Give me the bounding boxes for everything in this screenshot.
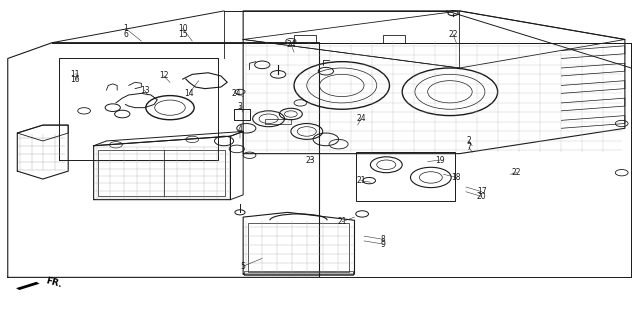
Text: 3: 3 [238,101,242,111]
Text: 23: 23 [305,156,315,164]
Text: 11: 11 [70,70,79,79]
Bar [265,119,291,124]
Text: 21: 21 [356,176,366,185]
Text: 10: 10 [178,24,187,33]
Text: 1: 1 [123,24,128,33]
Text: 22: 22 [449,30,458,39]
Bar [234,109,249,120]
Text: 17: 17 [477,187,486,196]
Text: 21: 21 [337,217,346,226]
Text: 2: 2 [466,136,472,146]
Text: 15: 15 [178,30,187,39]
Text: 8: 8 [381,235,385,244]
Text: 9: 9 [381,240,385,249]
Text: 16: 16 [70,75,79,84]
Text: 14: 14 [184,89,194,98]
Text: 5: 5 [241,262,245,271]
Text: 7: 7 [466,143,472,152]
Bar [383,35,405,43]
Text: 22: 22 [512,168,521,177]
Text: 19: 19 [436,156,445,164]
Bar [245,271,353,275]
Text: 12: 12 [159,71,168,80]
Bar [294,35,316,43]
Bar [357,152,455,201]
Bar [247,223,350,272]
Text: 4: 4 [238,125,242,134]
Text: FR.: FR. [45,276,63,289]
Bar [98,149,226,196]
Text: 20: 20 [477,192,486,201]
Text: 24: 24 [286,40,296,49]
Text: 6: 6 [123,30,128,39]
Text: 24: 24 [356,114,366,123]
Polygon shape [16,282,40,290]
Text: 18: 18 [452,173,461,182]
Text: 13: 13 [140,86,150,95]
Text: 24: 24 [232,89,242,98]
